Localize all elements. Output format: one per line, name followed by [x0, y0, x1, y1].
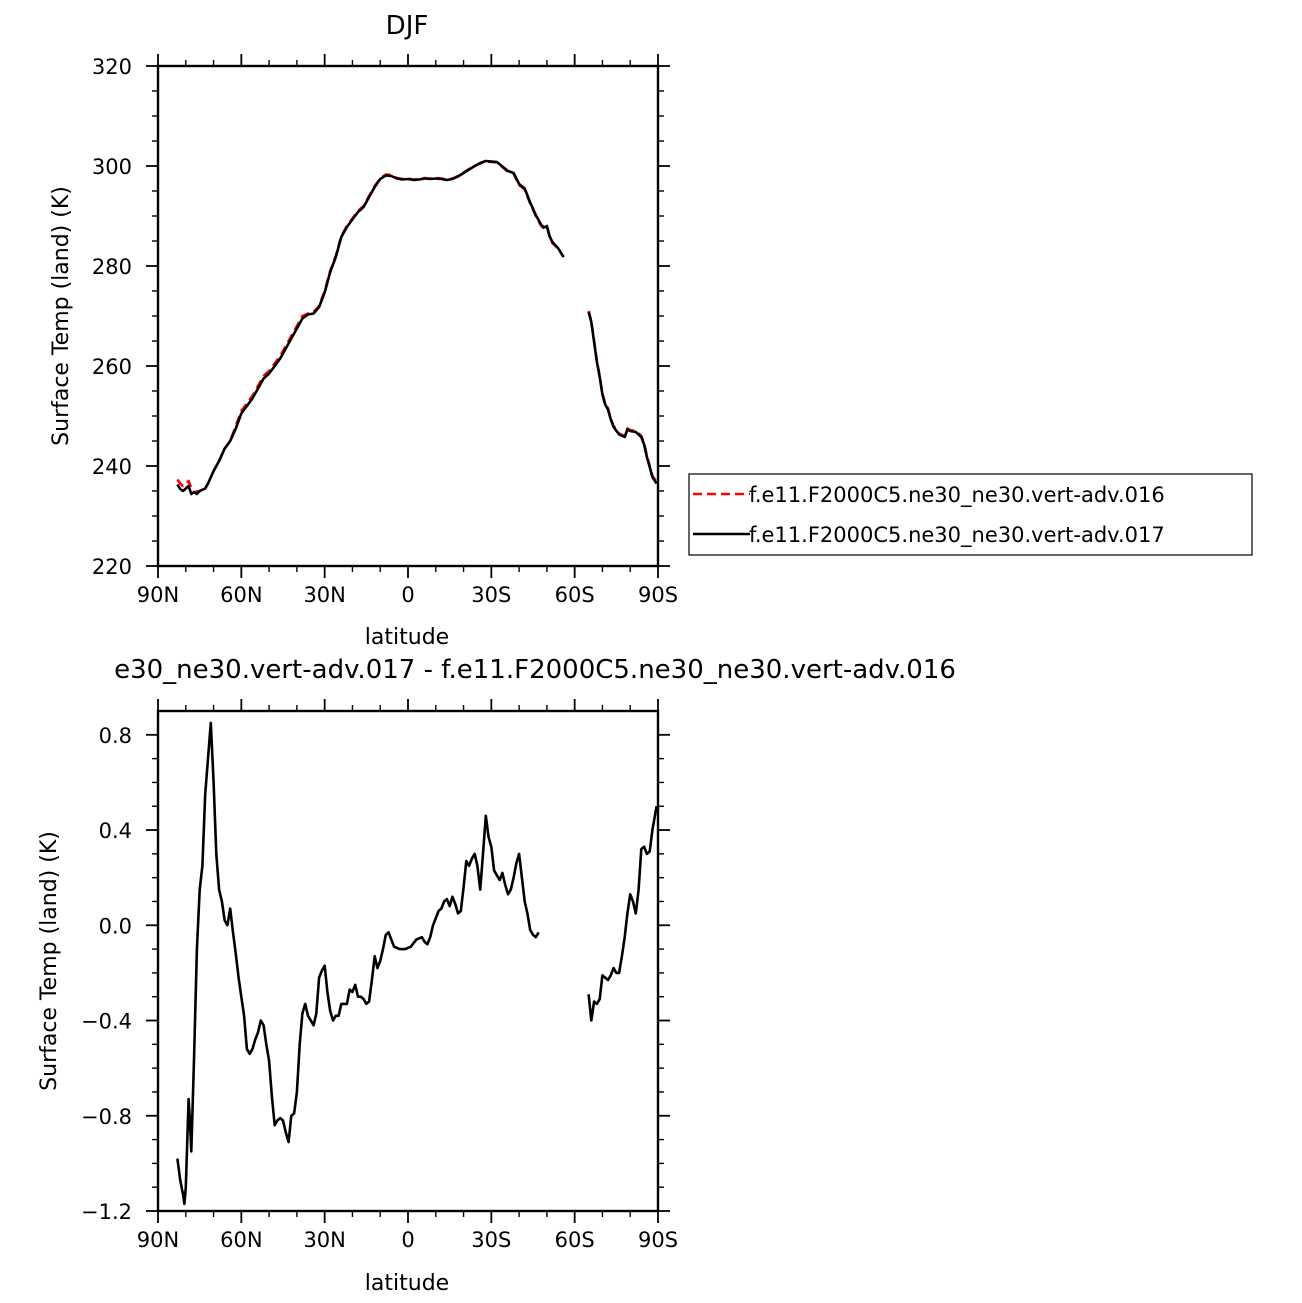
- x-tick-label: 90S: [638, 583, 678, 607]
- chart-title: e30_ne30.vert-adv.017 - f.e11.F2000C5.ne…: [114, 655, 956, 685]
- y-tick-label: 240: [92, 455, 132, 479]
- series-line-0-segment-0: [176, 721, 540, 1206]
- x-axis-label: latitude: [365, 625, 449, 650]
- y-tick-label: 320: [92, 55, 132, 79]
- y-tick-label: 0.0: [99, 914, 132, 938]
- x-tick-label: 60S: [555, 583, 595, 607]
- bottom-chart: e30_ne30.vert-adv.017 - f.e11.F2000C5.ne…: [37, 655, 956, 1296]
- x-tick-label: 0: [401, 1228, 414, 1252]
- top-chart: DJF 90N 60N 30N 0 30S 60S 90S 220 240 260 280 300 32…: [49, 11, 1253, 650]
- legend-frame: [688, 473, 1253, 556]
- x-tick-label: 60S: [555, 1228, 595, 1252]
- y-tick-label: 300: [92, 155, 132, 179]
- legend-label-017: f.e11.F2000C5.ne30_ne30.vert-adv.017: [749, 523, 1165, 548]
- y-tick-label: 220: [92, 555, 132, 579]
- x-tick-label: 60N: [220, 583, 262, 607]
- x-tick-label: 30N: [303, 1228, 345, 1252]
- x-tick-label: 30S: [471, 583, 511, 607]
- x-tick-label: 30S: [471, 1228, 511, 1252]
- x-tick-label: 30N: [303, 583, 345, 607]
- y-tick-label: 0.4: [99, 819, 132, 843]
- series-line-1-segment-0: [176, 159, 565, 496]
- plot-frame: [156, 709, 660, 1213]
- legend: f.e11.F2000C5.ne30_ne30.vert-adv.016 f.e…: [688, 473, 1253, 556]
- chart-title: DJF: [386, 11, 429, 41]
- y-tick-label: 280: [92, 255, 132, 279]
- x-tick-label: 90N: [137, 1228, 179, 1252]
- x-axis-label: latitude: [365, 1271, 449, 1296]
- series-line-0-segment-1: [587, 805, 658, 1022]
- y-tick-label: 0.8: [99, 724, 132, 748]
- y-tick-label: −1.2: [81, 1200, 132, 1224]
- x-tick-label: 90S: [638, 1228, 678, 1252]
- series-line-1-segment-1: [587, 311, 658, 485]
- y-tick-label: 260: [92, 355, 132, 379]
- y-axis-label: Surface Temp (land) (K): [49, 186, 74, 446]
- plot-frame: [156, 64, 660, 568]
- x-tick-label: 0: [401, 583, 414, 607]
- x-tick-label: 90N: [137, 583, 179, 607]
- y-tick-label: −0.8: [81, 1105, 132, 1129]
- y-tick-label: −0.4: [81, 1010, 132, 1034]
- y-axis-label: Surface Temp (land) (K): [37, 831, 62, 1091]
- series-line-0-segment-0: [176, 160, 565, 494]
- x-tick-label: 60N: [220, 1228, 262, 1252]
- legend-label-016: f.e11.F2000C5.ne30_ne30.vert-adv.016: [749, 483, 1165, 508]
